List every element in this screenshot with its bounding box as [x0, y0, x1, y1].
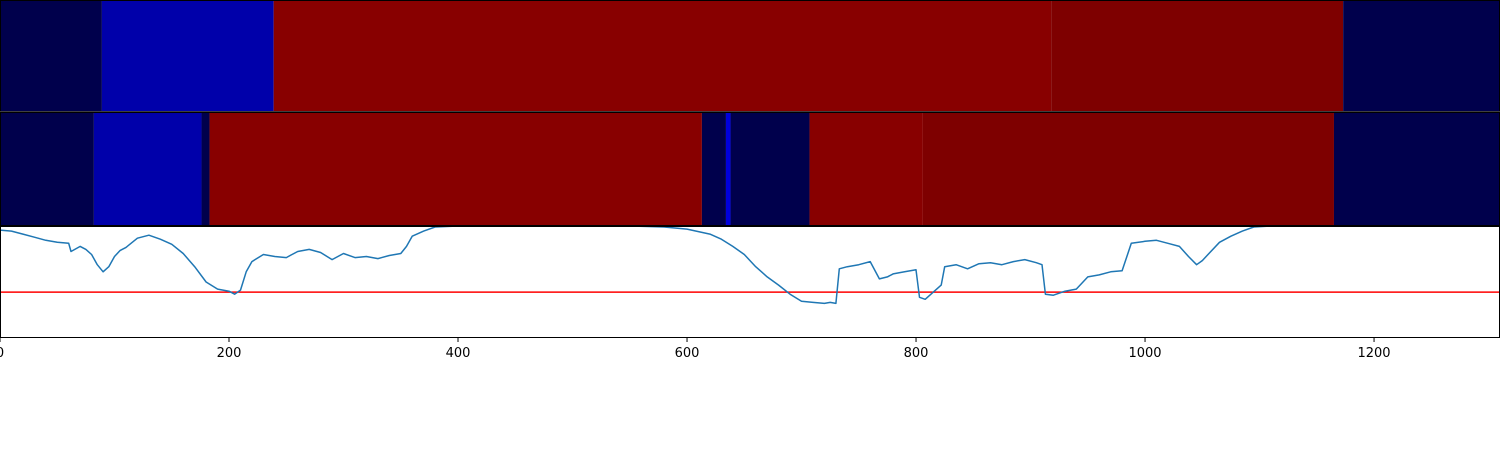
plot-background [0, 226, 1500, 338]
line-plot-panel: 0 200 400 600 800 1000 1200 [0, 226, 1500, 361]
heatmap-segment [1343, 0, 1500, 112]
x-tick-label: 0 [0, 346, 4, 361]
heatmap-segment [0, 0, 102, 112]
heatmap-segment [701, 112, 726, 226]
heatmap-segment [209, 112, 702, 226]
series-line [0, 226, 1500, 305]
heatmap-segment [101, 0, 274, 112]
top-heatmap-panel [0, 0, 1500, 114]
heatmap-segment [0, 112, 94, 226]
middle-heatmap-panel [0, 112, 1500, 226]
x-tick-label: 1000 [1128, 346, 1161, 361]
heatmap-segment [201, 112, 210, 226]
x-tick-label: 1200 [1357, 346, 1390, 361]
heatmap-segment [273, 0, 1052, 112]
x-tick-label: 400 [446, 346, 471, 361]
x-tick-label: 800 [904, 346, 929, 361]
heatmap-segment [730, 112, 810, 226]
heatmap-segment [1333, 112, 1500, 226]
heatmap-segment [922, 112, 1334, 226]
heatmap-segment [93, 112, 202, 226]
x-tick-label: 200 [217, 346, 242, 361]
heatmap-segment [809, 112, 923, 226]
x-tick-label: 600 [675, 346, 700, 361]
heatmap-segment [1051, 0, 1344, 112]
heatmap-segment [725, 112, 731, 226]
